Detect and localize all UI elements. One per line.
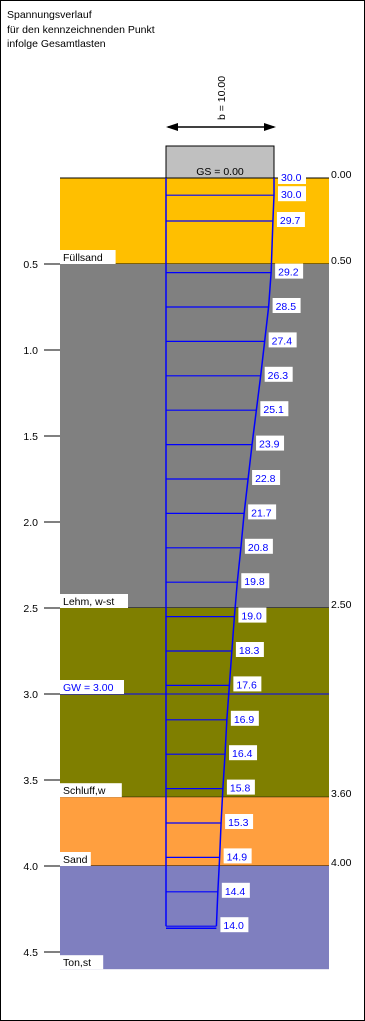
stress-value-label: 19.0 — [241, 611, 262, 623]
foundation-block — [165, 145, 275, 179]
stress-label-bg — [223, 848, 252, 864]
stress-value-label: 18.3 — [239, 645, 260, 657]
stress-value-label: 17.6 — [236, 679, 257, 691]
width-label: b = 10.00 — [216, 76, 228, 120]
depth-tick-label: 3.5 — [23, 775, 38, 787]
stress-value-label: 14.0 — [223, 920, 244, 932]
stress-label-bg — [252, 470, 281, 485]
soil-layer — [60, 797, 329, 866]
stress-label-bg — [264, 366, 293, 382]
layer-boundary-labels: 0.00 0.50 2.50 3.60 4.00 — [331, 169, 352, 869]
stress-label-bg — [260, 401, 289, 417]
depth-tick-label: 3.0 — [23, 689, 38, 701]
stress-value-label: 14.9 — [227, 851, 248, 863]
stress-label-bg — [275, 263, 304, 279]
stress-value-label: 25.1 — [263, 404, 284, 416]
depth-tick-label: 1.0 — [23, 345, 38, 357]
depth-tick-label: 2.5 — [23, 603, 38, 615]
stress-label-bg — [235, 642, 264, 657]
stress-value-label: 30.0 — [281, 189, 302, 201]
stress-value-label: 21.7 — [251, 507, 272, 519]
boundary-depth-label: 4.00 — [331, 857, 352, 869]
stress-label-bg — [278, 169, 306, 184]
stress-curve — [215, 178, 275, 927]
title-line-2: für den kennzeichnenden Punkt — [7, 23, 155, 36]
boundary-depth-label: 2.50 — [331, 599, 352, 611]
depth-tick-label: 2.0 — [23, 517, 38, 529]
diagram-title: Spannungsverlauf für den kennzeichnenden… — [7, 8, 155, 52]
boundary-depth-label: 0.00 — [331, 169, 352, 181]
dimension-arrow-right — [264, 123, 276, 131]
stress-value-label: 19.8 — [244, 576, 265, 588]
stress-value-label: 27.4 — [272, 335, 293, 347]
stress-value-label: 20.8 — [248, 542, 269, 554]
stress-label-bg — [276, 212, 305, 227]
stress-value-label: 16.4 — [232, 748, 253, 760]
stress-value-label: 30.0 — [281, 172, 302, 184]
layer-name-bg — [60, 594, 128, 608]
stress-label-bg — [229, 745, 258, 761]
depth-tick-label: 4.5 — [23, 947, 38, 959]
depth-axis: 0.5 1.0 1.5 2.0 2.5 3.0 3.5 4.0 4.5 — [23, 259, 60, 959]
dimension-arrow-left — [166, 123, 178, 131]
stress-label-bg — [278, 186, 306, 202]
stress-label-bg — [230, 710, 259, 726]
stress-label-bg — [268, 332, 297, 348]
stress-label-bg — [238, 607, 267, 623]
depth-tick-label: 0.5 — [23, 259, 38, 271]
title-line-1: Spannungsverlauf — [7, 9, 92, 21]
stress-label-bg — [220, 917, 249, 933]
stress-value-label: 29.7 — [280, 215, 301, 227]
layer-name-label: Ton,st — [63, 957, 91, 969]
layer-name-bg — [60, 955, 104, 970]
layer-name-bg — [60, 783, 122, 798]
stress-label-bg — [256, 435, 285, 451]
stress-value-label: 14.4 — [225, 886, 246, 898]
layer-name-label: Schluff,w — [63, 785, 106, 797]
stress-label-bg — [233, 676, 262, 692]
stress-value-label: 15.8 — [230, 783, 251, 795]
soil-layers: Füllsand Lehm, w-st Schluff,w Sand Ton,st — [60, 177, 329, 970]
groundwater-label: GW = 3.00 — [63, 682, 114, 694]
soil-layer — [60, 264, 329, 608]
boundary-depth-label: 0.50 — [331, 255, 352, 267]
soil-layer — [60, 866, 329, 970]
stress-value-label: 26.3 — [268, 370, 289, 382]
stress-label-bg — [248, 504, 277, 520]
stress-value-label: 23.9 — [259, 439, 280, 451]
stress-label-bg — [241, 573, 270, 589]
layer-name-label: Lehm, w-st — [63, 596, 114, 608]
stress-value-label: 16.9 — [234, 714, 255, 726]
layer-name-label: Sand — [63, 854, 88, 866]
layer-name-bg — [60, 250, 116, 264]
boundary-depth-label: 3.60 — [331, 788, 352, 800]
soil-layer — [60, 608, 329, 798]
stress-value-label: 29.2 — [278, 267, 299, 279]
stress-label-bg — [221, 882, 250, 898]
title-line-3: infolge Gesamtlasten — [7, 38, 106, 50]
foundation-group: GS = 0.00 b = 10.00 — [165, 76, 276, 179]
groundwater-group: GW = 3.00 — [60, 680, 329, 695]
stress-label-bg — [272, 298, 301, 313]
stress-value-label: 15.3 — [228, 817, 249, 829]
stress-value-label: 22.8 — [255, 473, 276, 485]
layer-name-label: Füllsand — [63, 252, 103, 264]
stress-label-bg — [226, 779, 255, 795]
depth-tick-label: 4.0 — [23, 861, 38, 873]
depth-tick-label: 1.5 — [23, 431, 38, 443]
gs-label: GS = 0.00 — [196, 166, 244, 178]
stress-value-label: 28.5 — [276, 301, 297, 313]
groundwater-label-bg — [60, 680, 124, 694]
layer-name-bg — [60, 852, 91, 866]
stress-label-bg — [244, 538, 273, 554]
stress-label-bg — [225, 814, 254, 829]
stress-bars: 30.0 30.0 29.7 29.2 28.5 27.4 26.3 25.1 23.9 22.8… — [165, 169, 306, 933]
